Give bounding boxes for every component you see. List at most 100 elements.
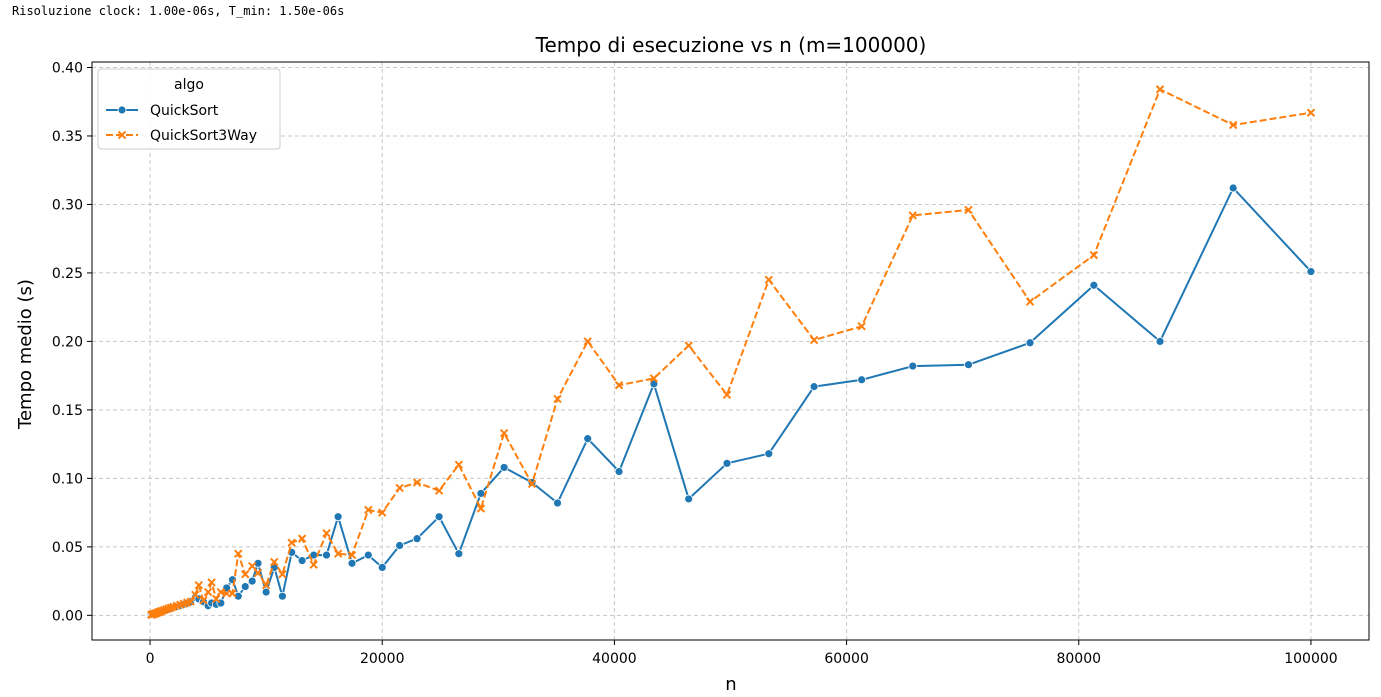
data-point xyxy=(203,587,213,597)
data-point xyxy=(277,591,287,601)
data-point xyxy=(157,606,166,616)
legend-marker xyxy=(117,130,127,140)
data-point xyxy=(395,541,405,550)
data-point xyxy=(764,449,774,459)
data-point xyxy=(194,581,204,590)
data-point xyxy=(1025,338,1035,348)
data-point xyxy=(297,556,307,565)
data-point xyxy=(412,534,422,544)
data-point xyxy=(261,587,271,597)
data-point xyxy=(412,478,422,487)
data-point xyxy=(614,381,624,390)
data-point xyxy=(191,590,200,600)
series-line xyxy=(151,187,1312,616)
data-point xyxy=(434,512,444,522)
legend-label: QuickSort xyxy=(150,103,219,119)
data-point xyxy=(378,508,387,517)
legend-box xyxy=(97,68,281,150)
data-point xyxy=(809,335,819,345)
data-point xyxy=(207,578,216,587)
data-point xyxy=(908,211,917,220)
series-layer xyxy=(146,85,1316,620)
data-point xyxy=(1306,108,1316,117)
chart-title: Tempo di esecuzione vs n (m=100000) xyxy=(535,33,927,57)
data-point xyxy=(553,394,562,404)
data-point xyxy=(240,582,250,591)
data-point xyxy=(278,570,287,579)
data-point xyxy=(1155,337,1165,346)
data-point xyxy=(347,558,357,568)
x-tick-label: 40000 xyxy=(592,651,637,667)
data-point xyxy=(857,322,866,331)
data-point xyxy=(333,549,343,558)
y-tick-label: 0.30 xyxy=(52,197,83,213)
data-point xyxy=(228,589,237,598)
data-point xyxy=(476,504,486,513)
y-tick-label: 0.15 xyxy=(52,403,83,419)
y-tick-label: 0.40 xyxy=(52,60,83,76)
y-tick-label: 0.05 xyxy=(52,540,83,556)
axes: 0 20000 40000 60000 80000 100000 0.00 0.05 0.10 0… xyxy=(52,60,1370,667)
data-point xyxy=(253,568,263,578)
data-point xyxy=(247,576,257,586)
data-point xyxy=(297,534,307,543)
data-point xyxy=(166,603,176,612)
data-point xyxy=(964,205,973,215)
data-point xyxy=(287,538,296,547)
data-point xyxy=(908,361,918,371)
data-point xyxy=(241,570,250,579)
data-point xyxy=(1228,183,1238,193)
data-point xyxy=(222,583,232,593)
data-point xyxy=(614,467,624,476)
data-point xyxy=(649,374,659,383)
x-tick-label: 60000 xyxy=(824,651,869,667)
data-point xyxy=(857,375,867,385)
console-output: Risoluzione clock: 1.00e-06s, T_min: 1.5… xyxy=(12,4,345,18)
data-point xyxy=(261,581,271,590)
legend-label: QuickSort3Way xyxy=(150,128,257,144)
data-point xyxy=(164,604,173,613)
data-point xyxy=(1306,267,1316,276)
data-point xyxy=(322,550,331,560)
data-point xyxy=(722,458,732,468)
data-point xyxy=(434,486,444,495)
data-point xyxy=(1089,250,1099,260)
data-point xyxy=(1228,120,1238,130)
data-point xyxy=(377,563,387,572)
data-point xyxy=(1025,297,1035,306)
y-tick-label: 0.00 xyxy=(52,608,83,624)
data-point xyxy=(247,561,257,571)
y-axis-label: Tempo medio (s) xyxy=(15,279,36,430)
x-axis-label: n xyxy=(725,674,736,695)
data-point xyxy=(454,549,464,559)
data-point xyxy=(234,549,243,558)
data-point xyxy=(309,560,318,569)
data-point xyxy=(363,550,373,560)
data-point xyxy=(684,341,693,350)
series-quicksort3way xyxy=(146,85,1316,620)
y-tick-label: 0.20 xyxy=(52,334,83,350)
data-point xyxy=(333,512,343,522)
x-tick-label: 20000 xyxy=(360,651,405,667)
legend-marker xyxy=(117,105,127,115)
data-point xyxy=(270,557,279,567)
x-tick-label: 80000 xyxy=(1056,651,1101,667)
data-point xyxy=(722,390,732,400)
data-point xyxy=(499,463,509,472)
data-point xyxy=(499,428,509,438)
data-point xyxy=(395,483,404,493)
grid-lines xyxy=(92,62,1369,640)
data-point xyxy=(162,605,171,614)
data-point xyxy=(454,460,464,469)
data-point xyxy=(159,605,169,615)
data-point xyxy=(216,587,226,597)
data-point xyxy=(684,494,694,504)
data-point xyxy=(583,434,593,444)
data-point xyxy=(583,337,592,346)
data-point xyxy=(964,360,973,370)
data-point xyxy=(1089,280,1099,290)
data-point xyxy=(764,275,774,284)
plot-frame xyxy=(91,61,1370,641)
y-tick-label: 0.10 xyxy=(52,471,83,487)
